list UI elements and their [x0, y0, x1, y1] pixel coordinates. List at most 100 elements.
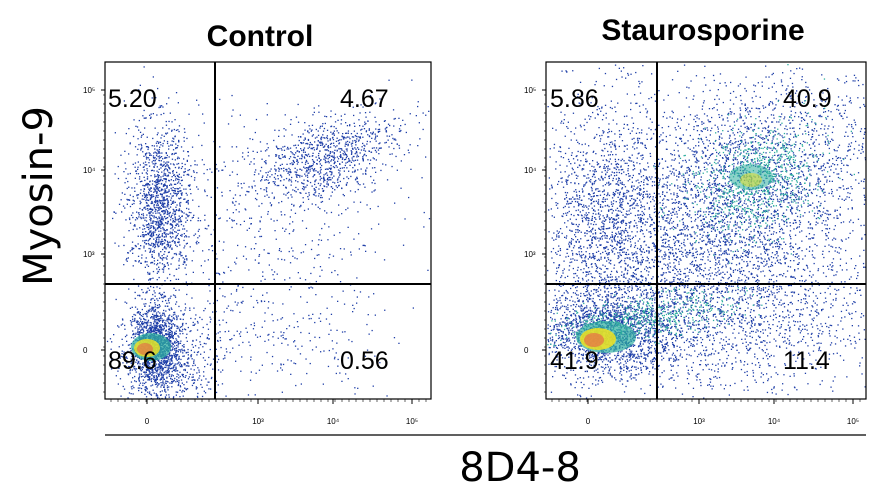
density-dot: [337, 150, 338, 151]
density-dot: [177, 230, 178, 231]
density-dot: [152, 212, 153, 213]
density-dot: [823, 189, 824, 190]
density-dot: [168, 317, 169, 318]
density-dot: [377, 136, 378, 137]
density-dot: [175, 143, 176, 144]
density-dot: [152, 221, 153, 222]
density-dot: [149, 273, 150, 274]
density-dot: [138, 144, 139, 145]
density-dot: [291, 248, 292, 249]
density-dot: [264, 180, 265, 181]
density-dot: [289, 325, 290, 326]
density-dot: [146, 240, 147, 241]
quadrant-ll-control: 89.6: [108, 347, 157, 375]
density-dot: [268, 307, 269, 308]
density-dot: [189, 308, 190, 309]
quadrant-lr-control: 0.56: [340, 347, 389, 375]
density-dot: [180, 359, 181, 360]
density-dot: [148, 189, 149, 190]
density-dot: [140, 236, 141, 237]
density-dot: [295, 213, 296, 214]
density-dot: [353, 202, 354, 203]
density-dot: [133, 279, 134, 280]
density-dot: [111, 341, 112, 342]
density-dot: [355, 160, 356, 161]
density-dot: [139, 295, 140, 296]
density-dot: [113, 334, 114, 335]
density-dot: [217, 273, 218, 274]
density-dot: [334, 131, 335, 132]
density-dot: [143, 379, 144, 380]
density-dot: [153, 244, 154, 245]
density-dot: [218, 218, 219, 219]
density-dot: [153, 250, 154, 251]
density-dot: [151, 308, 152, 309]
density-dot: [145, 154, 146, 155]
density-dot: [318, 140, 319, 141]
density-dot: [230, 310, 231, 311]
density-dot: [292, 221, 293, 222]
density-dot: [173, 209, 174, 210]
density-dot: [303, 183, 304, 184]
density-dot: [141, 135, 142, 136]
density-dot: [174, 349, 175, 350]
density-dot: [137, 334, 138, 335]
density-dot: [163, 143, 164, 144]
density-dot: [344, 167, 345, 168]
density-dot: [156, 184, 157, 185]
density-dot: [174, 369, 175, 370]
density-dot: [297, 169, 298, 170]
density-dot: [782, 229, 783, 230]
density-dot: [366, 143, 367, 144]
density-dot: [205, 360, 206, 361]
density-dot: [312, 186, 313, 187]
density-dot: [255, 394, 256, 395]
density-dot: [226, 220, 227, 221]
density-dot: [160, 167, 161, 168]
density-dot: [172, 356, 173, 357]
density-dot: [300, 332, 301, 333]
density-dot: [136, 195, 137, 196]
density-dot: [155, 296, 156, 297]
density-dot: [180, 206, 181, 207]
density-dot: [366, 167, 367, 168]
density-dot: [194, 177, 195, 178]
density-dot: [316, 157, 317, 158]
density-dot: [169, 355, 170, 356]
density-dot: [137, 169, 138, 170]
density-dot: [158, 222, 159, 223]
density-dot: [340, 181, 341, 182]
density-dot: [291, 134, 292, 135]
density-dot: [357, 178, 358, 179]
density-dot: [149, 166, 150, 167]
density-dot: [340, 151, 341, 152]
density-dot: [809, 205, 810, 206]
density-dot: [307, 185, 308, 186]
density-dot: [122, 192, 123, 193]
density-dot: [288, 180, 289, 181]
density-dot: [302, 156, 303, 157]
density-dot: [190, 368, 191, 369]
density-dot: [327, 140, 328, 141]
density-dot: [158, 226, 159, 227]
density-dot: [176, 232, 177, 233]
density-dot: [303, 142, 304, 143]
density-dot: [174, 227, 175, 228]
density-dot: [211, 363, 212, 364]
density-dot: [151, 254, 152, 255]
density-dot: [159, 160, 160, 161]
density-dot: [340, 168, 341, 169]
density-dot: [226, 308, 227, 309]
density-dot: [141, 392, 142, 393]
density-dot: [134, 380, 135, 381]
density-dot: [232, 310, 233, 311]
density-dot: [219, 241, 220, 242]
density-dot: [334, 358, 335, 359]
density-dot: [290, 169, 291, 170]
density-dot: [138, 216, 139, 217]
density-dot: [181, 326, 182, 327]
density-dot: [203, 272, 204, 273]
density-dot: [318, 183, 319, 184]
density-dot: [179, 203, 180, 204]
density-dot: [296, 147, 297, 148]
